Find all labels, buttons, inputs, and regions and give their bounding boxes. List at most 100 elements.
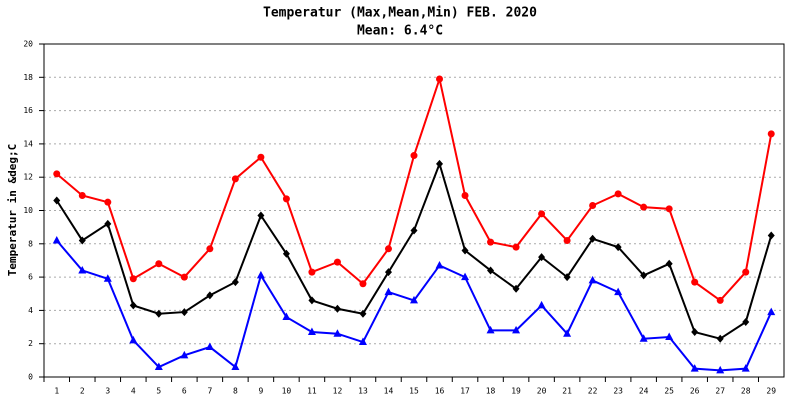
marker [589,202,597,210]
x-tick-label: 19 [511,387,521,396]
marker [665,259,673,268]
x-tick-label: 9 [258,387,263,396]
x-tick-label: 8 [233,387,238,396]
x-tick-label: 20 [537,387,547,396]
y-tick-label: 4 [28,306,33,315]
marker [767,307,776,316]
chart-title: Temperatur (Max,Mean,Min) FEB. 2020 [263,6,537,21]
marker [78,265,87,274]
marker [640,203,648,211]
marker [384,245,392,253]
marker [461,192,469,200]
marker [53,196,61,205]
marker [359,280,367,288]
x-tick-label: 28 [741,387,751,396]
series-line [55,239,773,372]
x-tick-label: 10 [282,387,292,396]
marker [665,332,674,341]
marker [742,318,750,327]
marker [282,249,290,258]
marker [308,268,316,276]
x-tick-label: 3 [105,387,110,396]
marker [206,291,214,300]
x-tick-label: 17 [460,387,470,396]
marker [589,234,597,243]
marker [614,287,623,296]
marker [538,253,546,262]
marker [436,75,444,83]
marker [104,198,112,206]
marker [205,342,214,351]
y-tick-label: 2 [28,339,33,348]
marker [231,362,240,371]
marker [487,238,495,246]
plot-frame [43,43,785,378]
marker [691,278,699,286]
x-tick-label: 7 [207,387,212,396]
marker [103,274,112,282]
marker [180,308,188,317]
marker [614,243,622,252]
marker [512,284,520,293]
marker [716,296,724,304]
marker [767,231,775,240]
marker [537,300,546,309]
x-tick-label: 26 [690,387,700,396]
x-tick-label: 16 [435,387,445,396]
marker [206,245,214,253]
marker [741,364,750,372]
marker [665,205,673,213]
series-line [55,160,773,340]
marker [461,272,470,281]
marker [690,364,699,372]
marker [512,243,520,251]
marker [307,327,316,336]
y-tick-label: 12 [23,173,33,182]
marker [410,295,418,304]
x-tick-label: 22 [588,387,598,396]
marker [691,328,699,337]
marker [257,153,265,161]
x-tick-label: 18 [486,387,496,396]
y-tick-label: 20 [23,40,33,49]
marker [461,246,469,255]
marker [716,334,724,343]
marker [78,236,86,245]
marker [512,325,521,334]
marker [563,236,571,244]
marker [716,365,725,374]
marker [53,170,61,178]
marker [282,195,290,203]
x-tick-label: 15 [409,387,419,396]
y-tick-label: 14 [23,139,33,148]
marker [231,278,239,287]
marker [563,329,572,337]
marker [359,309,367,318]
marker [104,219,112,228]
marker [52,235,61,244]
marker [180,273,188,281]
marker [639,334,648,342]
marker [435,260,444,269]
x-tick-label: 23 [613,387,623,396]
y-tick-label: 10 [23,206,33,215]
marker [614,190,622,198]
x-tick-label: 11 [307,387,317,396]
marker [640,271,648,280]
marker [486,325,495,334]
marker [742,268,750,276]
marker [155,260,163,268]
marker [384,287,393,296]
marker [333,329,342,337]
x-tick-label: 1 [54,387,59,396]
marker [129,335,138,344]
marker [155,309,163,318]
x-tick-label: 27 [715,387,725,396]
y-axis-label: Temperatur in &deg;C [6,144,19,276]
marker [231,175,239,183]
y-tick-label: 18 [23,73,33,82]
y-tick-label: 0 [28,373,33,382]
y-tick-label: 8 [28,239,33,248]
marker [358,337,367,346]
